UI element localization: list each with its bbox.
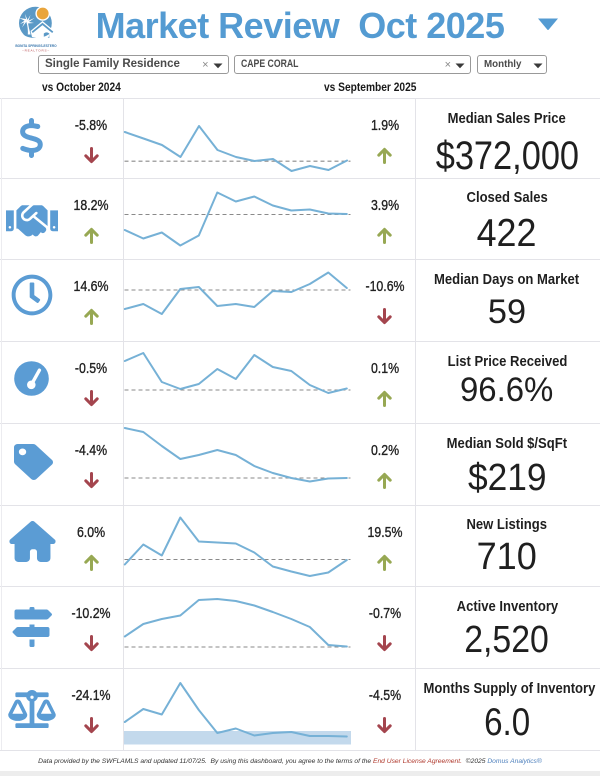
svg-text:BONITA SPRINGS-ESTERO: BONITA SPRINGS-ESTERO <box>15 44 57 48</box>
svg-text:–REALTORS–: –REALTORS– <box>22 49 50 53</box>
